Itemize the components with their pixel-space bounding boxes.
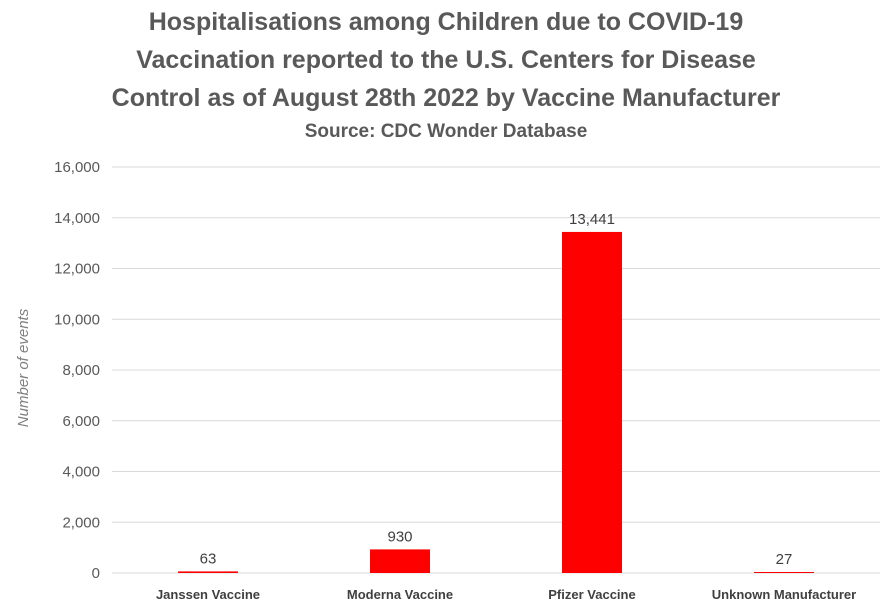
bar bbox=[178, 571, 238, 573]
y-tick-label: 2,000 bbox=[62, 514, 100, 531]
chart-title-line-1: Hospitalisations among Children due to C… bbox=[148, 8, 744, 36]
labels: 0 2,000 4,000 6,000 8,000 10,000 12,000 14,000 1… bbox=[54, 159, 856, 602]
bar bbox=[754, 572, 814, 573]
data-label: 63 bbox=[200, 550, 217, 567]
data-label: 930 bbox=[387, 528, 412, 545]
category-label: Janssen Vaccine bbox=[156, 587, 260, 602]
y-tick-label: 0 bbox=[92, 565, 100, 582]
y-tick-label: 8,000 bbox=[62, 362, 100, 379]
bar bbox=[562, 231, 622, 573]
chart-title-line-3: Control as of August 28th 2022 by Vaccin… bbox=[111, 84, 781, 112]
category-label: Moderna Vaccine bbox=[347, 587, 453, 602]
category-label: Unknown Manufacturer bbox=[712, 587, 856, 602]
data-label: 13,441 bbox=[569, 211, 615, 228]
chart-subtitle: Source: CDC Wonder Database bbox=[304, 121, 588, 142]
y-tick-label: 10,000 bbox=[54, 311, 100, 328]
y-tick-label: 6,000 bbox=[62, 413, 100, 430]
y-axis-label: Number of events bbox=[15, 308, 32, 427]
bars bbox=[178, 231, 814, 573]
chart-title-line-2: Vaccination reported to the U.S. Centers… bbox=[136, 46, 756, 74]
data-label: 27 bbox=[776, 551, 793, 568]
bar bbox=[370, 549, 430, 573]
y-tick-label: 16,000 bbox=[54, 159, 100, 176]
y-tick-label: 14,000 bbox=[54, 210, 100, 227]
gridlines bbox=[112, 166, 880, 574]
category-label: Pfizer Vaccine bbox=[548, 587, 635, 602]
y-tick-label: 12,000 bbox=[54, 261, 100, 278]
y-tick-label: 4,000 bbox=[62, 464, 100, 481]
